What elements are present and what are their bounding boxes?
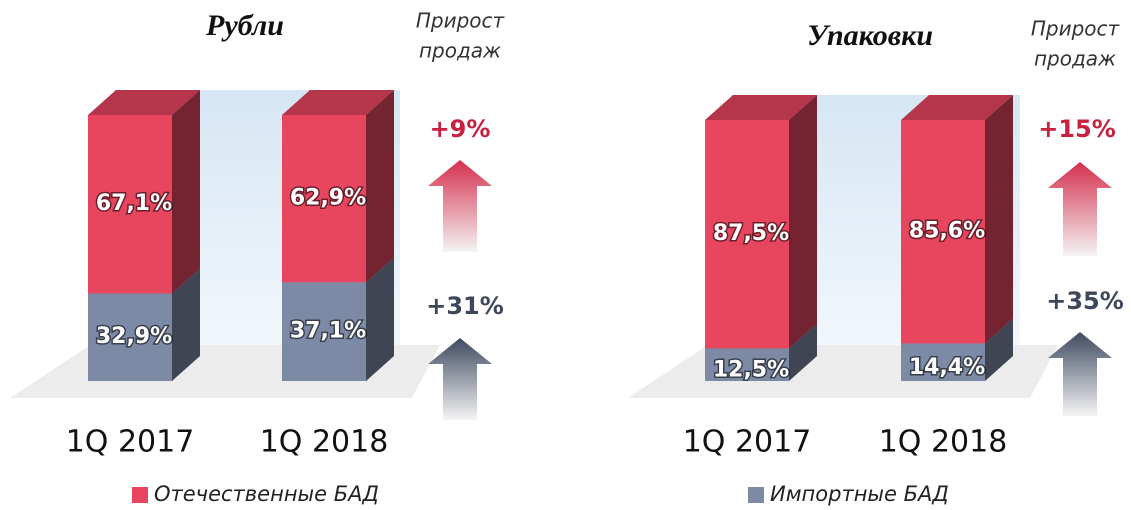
bar-top: [705, 95, 817, 120]
bar: [901, 120, 985, 344]
data-label: 62,9%: [290, 186, 366, 211]
bar-side: [172, 268, 200, 381]
bar: [705, 120, 789, 349]
chart-title: Упаковки: [807, 19, 933, 52]
growth-label: +35%: [1046, 287, 1124, 315]
data-label: 37,1%: [290, 319, 366, 344]
growth-arrow: [428, 338, 492, 420]
growth-heading: Прирост: [1031, 17, 1121, 41]
growth-heading: продаж: [1034, 47, 1116, 71]
growth-arrow: [1048, 332, 1112, 416]
bar-top: [282, 90, 394, 115]
x-tick-label: 1Q 2018: [879, 425, 1008, 460]
data-label: 85,6%: [909, 219, 985, 244]
bar-side: [172, 90, 200, 294]
bar-top: [88, 90, 200, 115]
growth-label: +9%: [430, 115, 491, 143]
data-label: 32,9%: [96, 324, 172, 349]
bar-top: [901, 95, 1013, 120]
bar: [282, 282, 366, 381]
x-tick-label: 1Q 2018: [260, 425, 389, 460]
bar: [901, 343, 985, 381]
growth-arrow: [1048, 162, 1112, 256]
legend-label: Импортные БАД: [770, 482, 949, 506]
bar-side: [366, 257, 394, 381]
bar: [282, 115, 366, 283]
bar: [705, 348, 789, 381]
data-label: 87,5%: [713, 221, 789, 246]
legend-swatch: [132, 487, 148, 503]
bar: [88, 293, 172, 381]
growth-label: +31%: [426, 292, 504, 320]
x-tick-label: 1Q 2017: [66, 425, 195, 460]
bar-side: [985, 95, 1013, 344]
growth-heading: Прирост: [416, 9, 506, 33]
data-label: 67,1%: [96, 191, 172, 216]
bar-side: [985, 318, 1013, 381]
bar-side: [789, 323, 817, 381]
legend-swatch: [748, 487, 764, 503]
x-tick-label: 1Q 2017: [683, 425, 812, 460]
data-label: 14,4%: [909, 355, 985, 380]
growth-arrow: [428, 160, 492, 252]
legend-label: Отечественные БАД: [154, 482, 379, 506]
bar-side: [366, 90, 394, 283]
data-label: 12,5%: [713, 358, 789, 383]
growth-heading: продаж: [419, 39, 501, 63]
chart-title: Рубли: [205, 9, 284, 42]
bar-side: [789, 95, 817, 349]
growth-label: +15%: [1038, 115, 1116, 143]
bar: [88, 115, 172, 294]
